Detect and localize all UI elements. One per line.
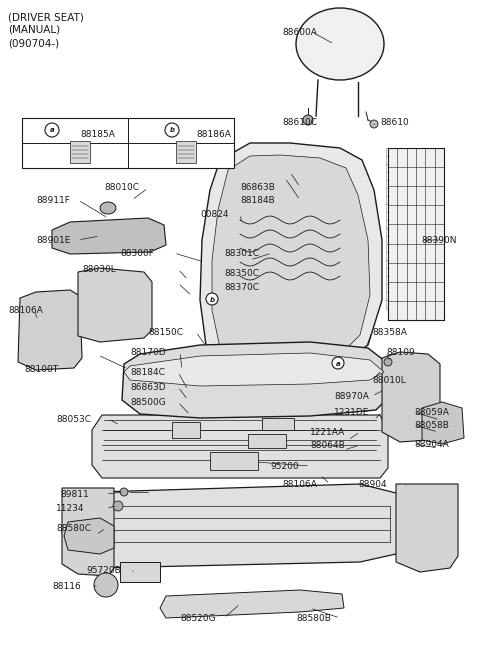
Bar (262, 418, 294, 430)
Text: 88100T: 88100T (24, 365, 58, 374)
Polygon shape (62, 488, 114, 576)
Text: 95200: 95200 (270, 462, 299, 471)
Text: 88010L: 88010L (372, 376, 406, 385)
Bar (210, 452, 258, 470)
Text: a: a (336, 361, 340, 367)
Polygon shape (52, 218, 166, 254)
Text: a: a (49, 127, 54, 134)
Polygon shape (160, 590, 344, 618)
Circle shape (94, 573, 118, 597)
Text: 88580C: 88580C (56, 524, 91, 533)
Text: (090704-): (090704-) (8, 38, 59, 48)
Text: 88358A: 88358A (372, 328, 407, 337)
Bar (248, 434, 286, 448)
Text: 88904: 88904 (358, 480, 386, 489)
Polygon shape (92, 415, 388, 478)
Text: 95720B: 95720B (86, 566, 121, 575)
Text: 88106A: 88106A (282, 480, 317, 489)
Ellipse shape (100, 202, 116, 214)
Circle shape (45, 123, 59, 137)
Text: 11234: 11234 (56, 504, 84, 513)
Circle shape (332, 357, 344, 369)
Text: 86863B: 86863B (240, 183, 275, 192)
Text: 86863D: 86863D (130, 383, 166, 392)
Text: 88610C: 88610C (282, 118, 317, 127)
Text: 88350C: 88350C (224, 269, 259, 278)
Text: 88610: 88610 (380, 118, 409, 127)
Text: 88500G: 88500G (130, 398, 166, 407)
Text: 88580B: 88580B (296, 614, 331, 623)
Polygon shape (18, 290, 82, 370)
Text: 88184B: 88184B (240, 196, 275, 205)
Text: 88970A: 88970A (334, 392, 369, 401)
Bar (22, 118, 234, 168)
Text: 88106A: 88106A (8, 306, 43, 315)
Circle shape (384, 358, 392, 366)
Text: 88184C: 88184C (130, 368, 165, 377)
Text: 88116: 88116 (52, 582, 81, 591)
Polygon shape (64, 518, 114, 554)
Text: 88390N: 88390N (421, 236, 456, 245)
Bar (120, 562, 160, 582)
Text: 1221AA: 1221AA (310, 428, 345, 437)
Bar (172, 422, 200, 438)
Circle shape (303, 115, 313, 125)
Text: 88370C: 88370C (224, 283, 259, 292)
Polygon shape (124, 353, 384, 386)
Text: 88109: 88109 (386, 348, 415, 357)
Ellipse shape (296, 8, 384, 80)
Text: 88901E: 88901E (36, 236, 71, 245)
Polygon shape (200, 143, 382, 370)
Text: b: b (169, 127, 175, 134)
Text: 88053C: 88053C (56, 415, 91, 424)
Text: 00824: 00824 (200, 210, 228, 219)
Text: 88520G: 88520G (180, 614, 216, 623)
Polygon shape (212, 155, 370, 360)
Text: 88904A: 88904A (414, 440, 449, 449)
Text: 88300F: 88300F (120, 249, 154, 258)
Text: 88058B: 88058B (414, 421, 449, 430)
Polygon shape (78, 268, 152, 342)
Text: 88030L: 88030L (82, 265, 116, 274)
Text: 89811: 89811 (60, 490, 89, 499)
Text: 88911F: 88911F (36, 196, 70, 205)
Bar (388, 148, 444, 320)
Text: 1231DE: 1231DE (334, 408, 370, 417)
Circle shape (370, 120, 378, 128)
Text: (DRIVER SEAT): (DRIVER SEAT) (8, 12, 84, 22)
Text: 88170D: 88170D (130, 348, 166, 357)
Circle shape (165, 123, 179, 137)
Polygon shape (122, 342, 388, 418)
Text: 88064B: 88064B (310, 441, 345, 450)
FancyBboxPatch shape (70, 141, 90, 163)
Text: 88600A: 88600A (282, 28, 317, 37)
Circle shape (120, 488, 128, 496)
Text: 88059A: 88059A (414, 408, 449, 417)
Text: 88010C: 88010C (104, 183, 139, 192)
Text: 88301C: 88301C (224, 249, 259, 258)
Polygon shape (422, 402, 464, 444)
Text: 88186A: 88186A (196, 130, 231, 139)
Text: 88150C: 88150C (148, 328, 183, 337)
Polygon shape (382, 352, 440, 442)
Text: 88185A: 88185A (80, 130, 115, 139)
Circle shape (113, 501, 123, 511)
Text: b: b (209, 297, 215, 302)
Polygon shape (396, 484, 458, 572)
FancyBboxPatch shape (176, 141, 196, 163)
Text: (MANUAL): (MANUAL) (8, 25, 60, 35)
Circle shape (206, 293, 218, 305)
Polygon shape (62, 484, 408, 568)
